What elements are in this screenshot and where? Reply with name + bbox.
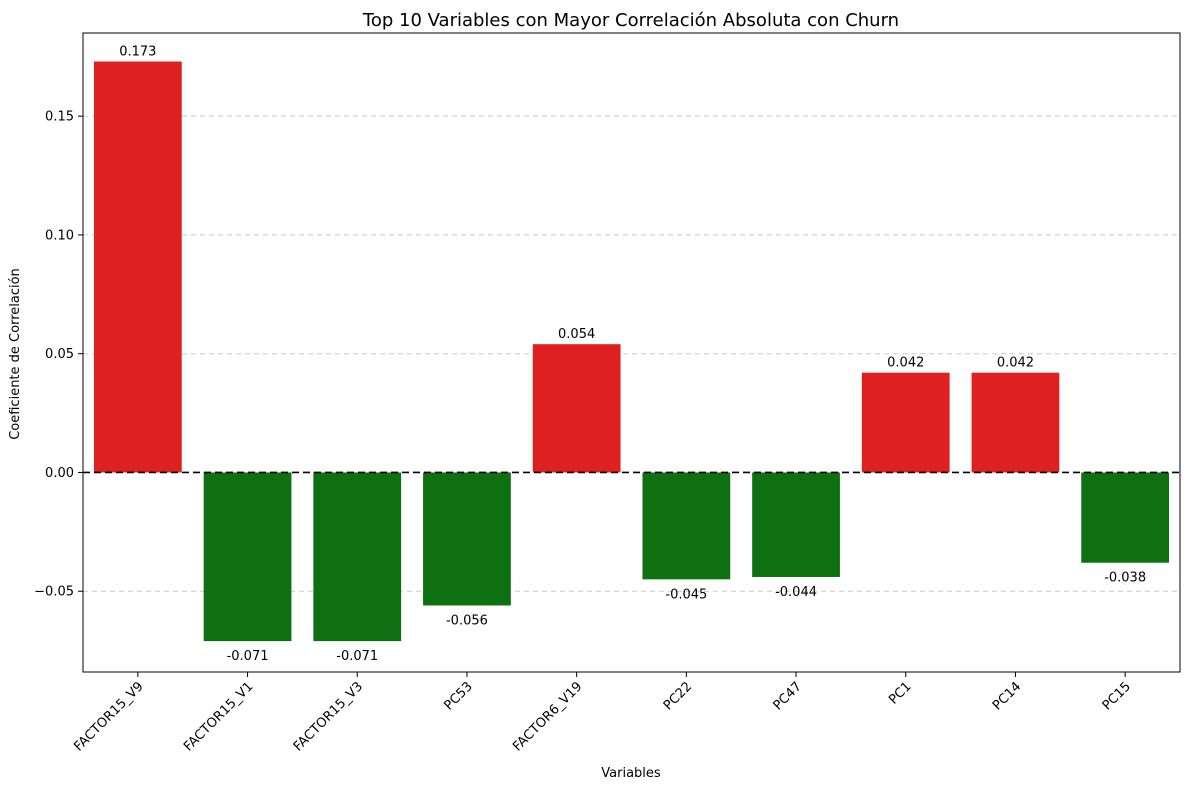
chart-title: Top 10 Variables con Mayor Correlación A… [362,10,899,31]
value-labels: 0.173 -0.071 -0.071 -0.056 0.054 -0.045 -0.044… [119,45,1146,665]
bar-value-label: 0.042 [887,356,924,371]
bar [423,472,511,606]
bar-value-label: -0.045 [665,587,707,602]
y-tick-label: −0.05 [34,585,74,600]
bar [93,61,182,473]
x-tick-label: FACTOR6_V19 [510,679,585,754]
y-tick-label: 0.00 [45,466,74,481]
bar [532,344,621,473]
bar-value-label: -0.056 [446,613,488,628]
bar [752,472,840,577]
bar-value-label: 0.054 [558,327,595,342]
bar [1081,472,1170,563]
bar-value-label: -0.071 [336,649,378,664]
x-tick-label: PC47 [771,679,805,713]
bar [971,372,1060,473]
y-tick-label: 0.05 [45,347,74,362]
bar-value-label: 0.042 [997,356,1034,371]
bar-value-label: 0.173 [119,45,156,60]
bars [93,61,1170,642]
x-tick-label: PC14 [990,679,1024,713]
y-tick-label: 0.10 [45,228,74,243]
x-tick-label: FACTOR15_V1 [181,679,256,754]
x-tick-label: PC1 [886,679,914,707]
bar [203,472,292,642]
y-axis-label: Coeficiente de Correlación [8,268,23,440]
x-tick-label: FACTOR15_V9 [71,679,146,754]
plot-frame [82,32,1181,673]
bar-value-label: -0.038 [1104,571,1146,586]
x-tick-label: PC22 [661,679,695,713]
bar-value-label: -0.044 [775,585,817,600]
bar [861,372,950,473]
bar [313,472,402,642]
x-tick-label: FACTOR15_V3 [291,679,366,754]
x-axis-ticks: FACTOR15_V9 FACTOR15_V1 FACTOR15_V3 PC53 FAC… [71,672,1134,754]
y-tick-label: 0.15 [45,110,74,125]
y-axis-ticks: −0.05 0.00 0.05 0.10 0.15 [34,110,83,600]
bar [642,472,731,580]
bar-value-label: -0.071 [227,649,269,664]
x-axis-label: Variables [601,766,661,781]
x-tick-label: PC15 [1100,679,1134,713]
x-tick-label: PC53 [442,679,476,713]
